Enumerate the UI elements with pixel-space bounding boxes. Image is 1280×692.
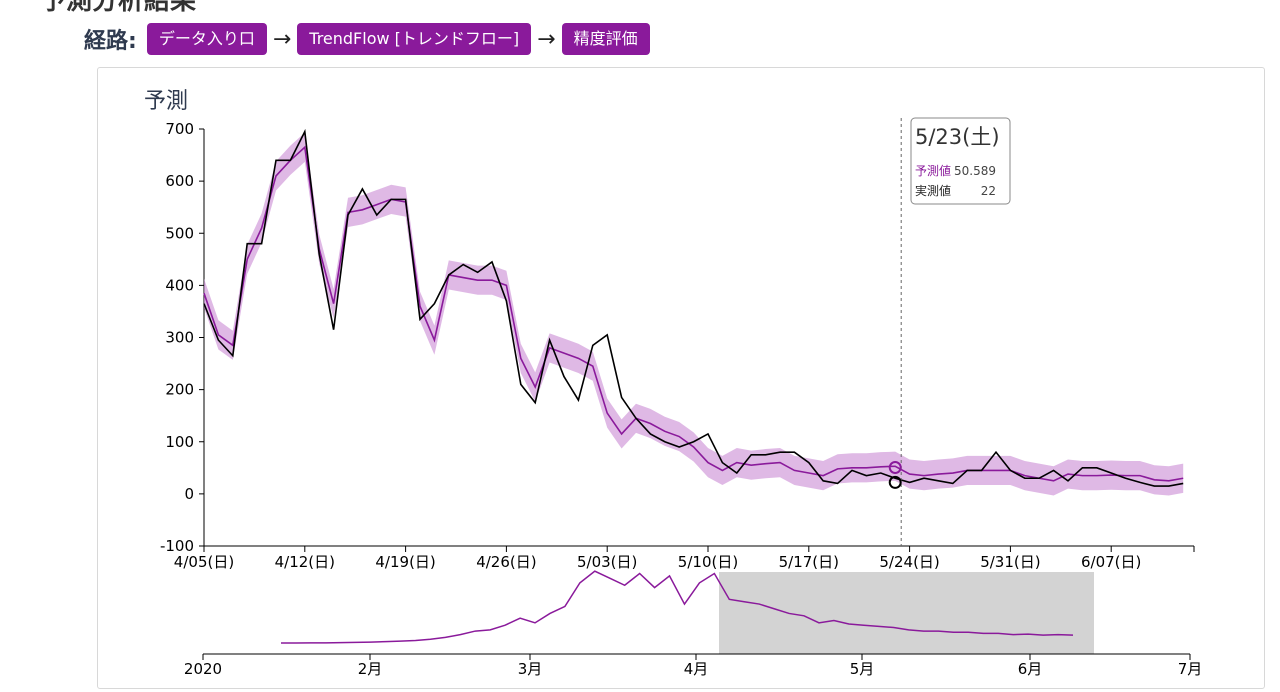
x-tick-label: 5/17(日)	[779, 553, 839, 571]
x-tick-label: 4/12(日)	[275, 553, 335, 571]
tooltip-actual-value: 22	[981, 184, 996, 198]
tooltip-date: 5/23(土)	[915, 125, 1000, 149]
route-step-trendflow[interactable]: TrendFlow [トレンドフロー]	[297, 23, 532, 55]
brush-selection[interactable]	[719, 572, 1094, 654]
actual-line	[203, 128, 1184, 487]
tooltip-forecast-label: 予測値	[915, 163, 951, 178]
overview-line	[281, 570, 1074, 644]
section-heading-cut: 予測分析結果	[40, 0, 197, 16]
route-step-evaluation[interactable]: 精度評価	[561, 23, 650, 55]
y-tick-label: -100	[160, 537, 194, 555]
x-tick-label: 4/26(日)	[476, 553, 536, 571]
x-tick-label: 5/31(日)	[980, 553, 1040, 571]
tooltip-box	[910, 117, 1011, 205]
overview-x-tick-label: 6月	[1018, 660, 1043, 678]
route-label: 経路:	[84, 29, 137, 54]
y-tick-label: 500	[165, 224, 194, 242]
actual-hover-point	[888, 475, 902, 489]
y-tick-label: 600	[165, 172, 194, 190]
route-arrow-1: →	[272, 26, 292, 52]
x-tick-label: 5/10(日)	[678, 553, 738, 571]
x-tick-label: 5/24(日)	[879, 553, 939, 571]
x-tick-label: 4/05(日)	[174, 553, 234, 571]
y-tick-label: 700	[165, 120, 194, 138]
y-tick-label: 0	[184, 485, 194, 503]
chart-title: 予測	[144, 89, 188, 114]
overview-x-tick-label: 5月	[850, 660, 875, 678]
tooltip-forecast-value: 50.589	[954, 164, 996, 178]
forecast-hover-point	[888, 461, 902, 475]
overview-x-tick-label: 2020	[184, 660, 222, 678]
route-arrow-2: →	[537, 26, 556, 52]
y-tick-label: 200	[165, 381, 194, 399]
tooltip-actual-label: 実測値	[915, 183, 951, 198]
forecast-line	[203, 145, 1184, 482]
route-breadcrumb: 経路: データ入り口 → TrendFlow [トレンドフロー] → 精度評価	[84, 22, 650, 56]
route-step-data-entry[interactable]: データ入り口	[146, 23, 267, 55]
overview-x-tick-label: 3月	[518, 660, 543, 678]
forecast-card: 予測 700 600 500 400 300 200 100 0 -100 4/05(日) 4/12(…	[97, 67, 1265, 689]
x-tick-label: 6/07(日)	[1081, 553, 1141, 571]
y-tick-label: 100	[165, 433, 194, 451]
overview-x-tick-label: 2月	[358, 660, 383, 678]
overview-x-tick-label: 7月	[1178, 660, 1203, 678]
overview-x-tick-label: 4月	[684, 660, 709, 678]
x-tick-label: 4/19(日)	[375, 553, 435, 571]
y-tick-label: 400	[165, 276, 194, 294]
x-tick-label: 5/03(日)	[577, 553, 637, 571]
y-tick-label: 300	[165, 329, 194, 347]
